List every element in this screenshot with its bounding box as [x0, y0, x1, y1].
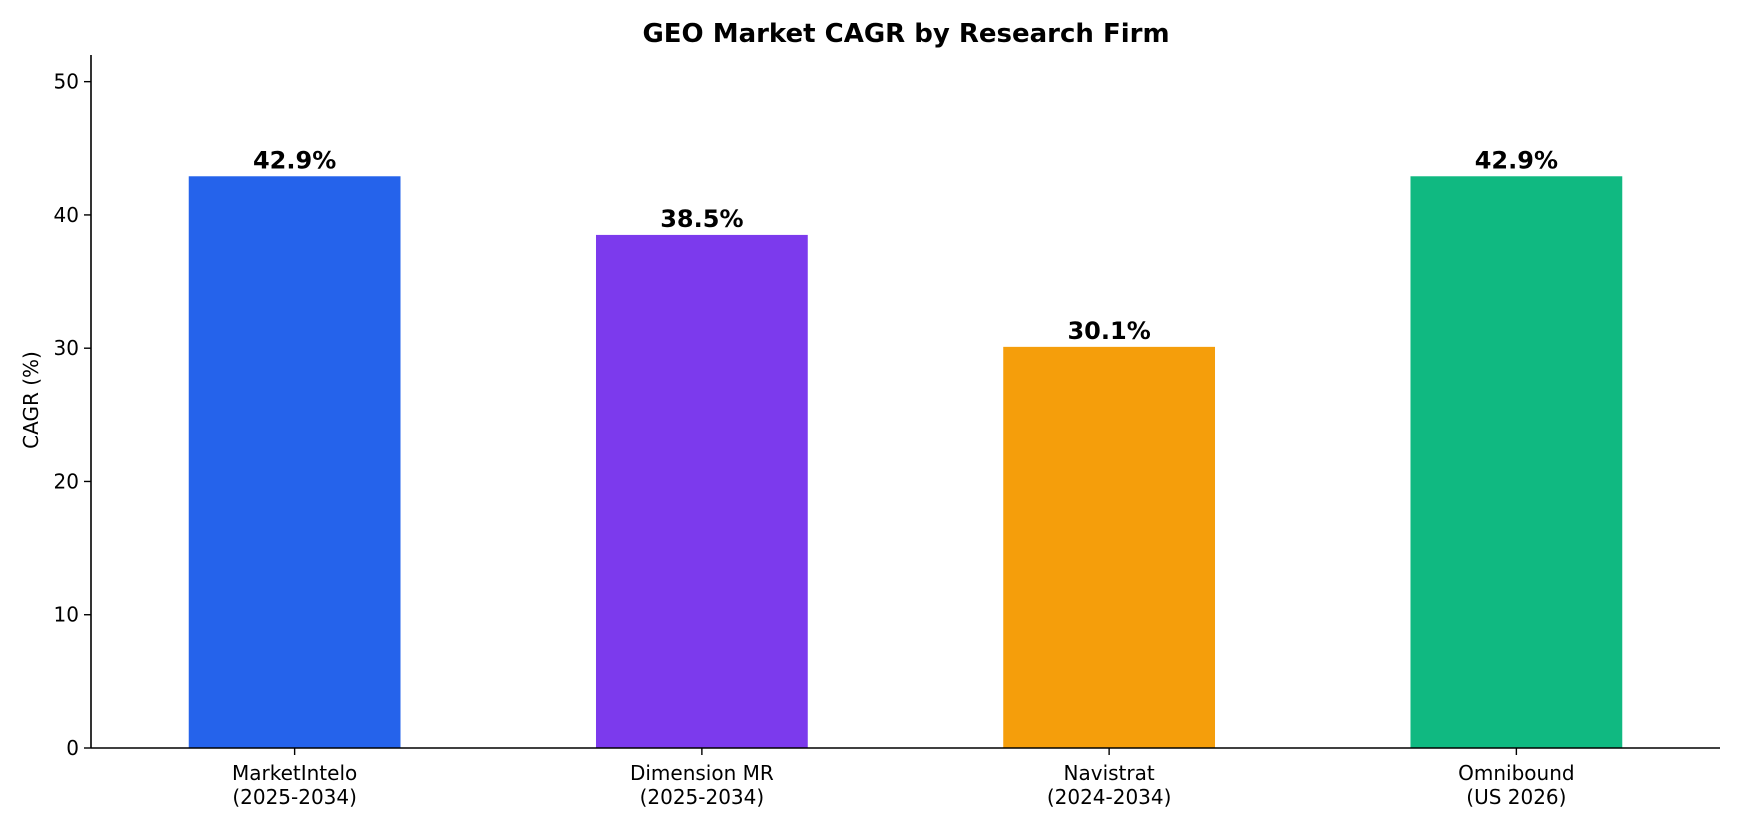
y-axis-label: CAGR (%) — [19, 351, 43, 449]
x-tick-label-line: MarketIntelo — [232, 761, 357, 785]
x-tick-label-line: (US 2026) — [1466, 785, 1566, 809]
x-tick-label-line: Navistrat — [1064, 761, 1155, 785]
bar — [1410, 176, 1623, 748]
data-label: 30.1% — [1067, 317, 1150, 345]
x-tick-label: Navistrat (2024-2034) — [1047, 761, 1172, 809]
y-tick-label: 40 — [54, 203, 79, 227]
data-labels-layer: 42.9% 38.5% 30.1% 42.9% — [253, 146, 1558, 345]
data-label: 42.9% — [253, 146, 336, 174]
y-axis: 0 10 20 30 40 50 — [54, 55, 92, 760]
x-tick-label-line: (2024-2034) — [1047, 785, 1172, 809]
y-tick-label: 30 — [54, 336, 79, 360]
data-label: 38.5% — [660, 205, 743, 233]
y-tick-label: 50 — [54, 70, 79, 94]
y-tick-label: 10 — [54, 603, 79, 627]
chart-title: GEO Market CAGR by Research Firm — [642, 19, 1169, 49]
x-tick-label-line: (2025-2034) — [640, 785, 765, 809]
x-tick-label: MarketIntelo (2025-2034) — [232, 761, 357, 809]
x-tick-label-line: Omnibound — [1458, 761, 1574, 785]
y-tick-label: 20 — [54, 469, 79, 493]
bar — [595, 234, 808, 749]
y-tick-label: 0 — [66, 736, 79, 760]
x-tick-label: Omnibound (US 2026) — [1458, 761, 1574, 809]
bar — [188, 176, 401, 748]
bars-layer — [188, 176, 1623, 749]
x-tick-label-line: Dimension MR — [630, 761, 774, 785]
x-tick-label-line: (2025-2034) — [232, 785, 357, 809]
x-axis: MarketIntelo (2025-2034)Dimension MR (2025… — [91, 747, 1720, 809]
bar — [1003, 346, 1216, 748]
data-label: 42.9% — [1475, 146, 1558, 174]
x-tick-label: Dimension MR (2025-2034) — [630, 761, 774, 809]
